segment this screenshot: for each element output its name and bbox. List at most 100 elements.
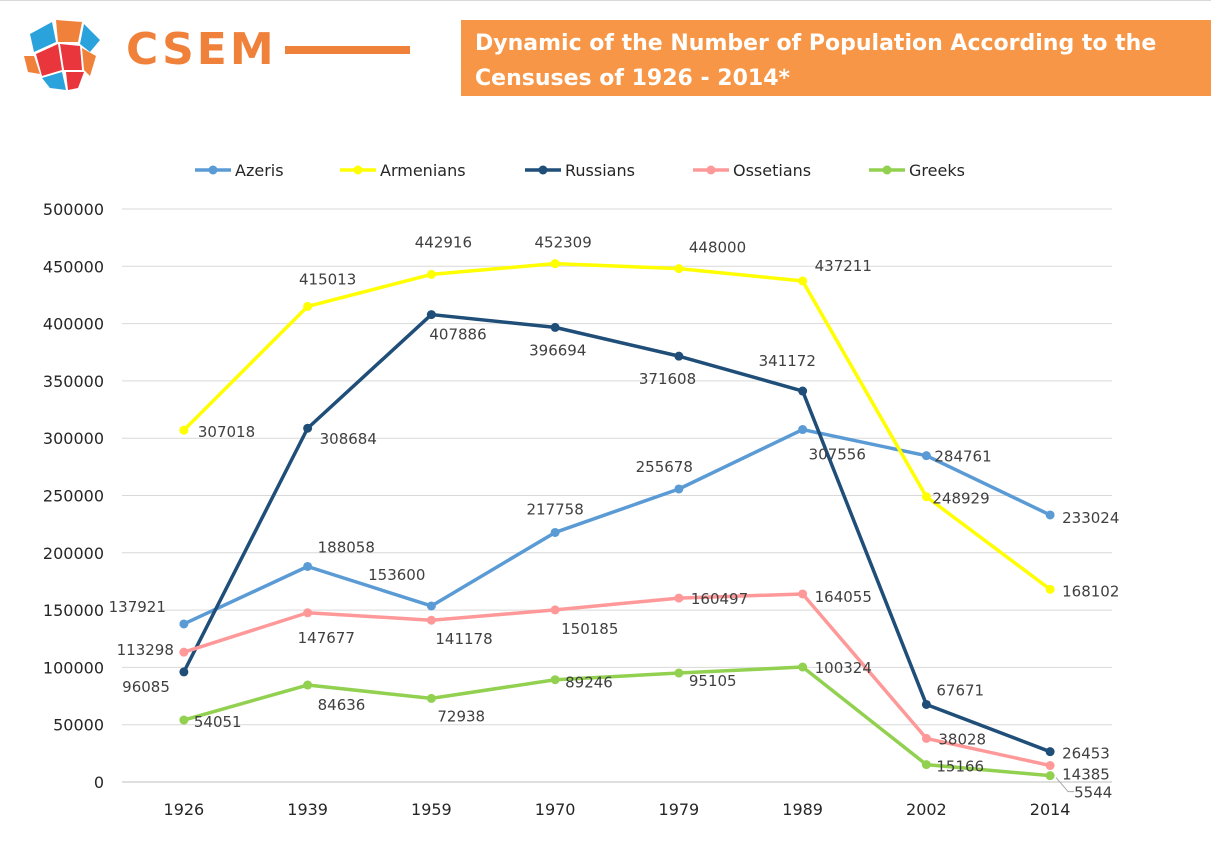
y-tick-label: 400000 [43,315,104,334]
data-label: 147677 [298,629,355,647]
data-point [1045,510,1055,520]
data-point [674,351,684,361]
data-label: 442916 [415,233,472,251]
data-label: 100324 [815,659,872,677]
data-label: 95105 [689,672,737,690]
y-tick-label: 300000 [43,429,104,448]
data-label: 452309 [534,234,591,252]
data-point [921,699,931,709]
x-tick-label: 2014 [1030,800,1071,819]
x-tick-label: 1989 [782,800,823,819]
data-label: 341172 [759,352,816,370]
data-label: 255678 [636,458,693,476]
data-point [674,264,684,274]
data-label: 15166 [936,758,984,776]
legend-label: Azeris [235,161,284,180]
data-point [426,269,436,279]
data-label: 26453 [1062,745,1110,763]
top-divider [0,0,1211,4]
data-point [798,425,808,435]
y-tick-label: 0 [94,773,104,792]
data-label: 150185 [561,620,618,638]
data-label: 141178 [435,630,492,648]
data-label: 407886 [429,326,486,344]
data-point [426,615,436,625]
series-line-azeris [183,427,1051,626]
data-label: 89246 [565,674,613,692]
csem-logo-icon [23,15,100,91]
data-point [1045,747,1055,757]
series-line-armenians [182,261,1052,591]
x-tick-label: 1970 [535,800,576,819]
data-point [1045,761,1055,771]
chart-title-line-1: Dynamic of the Number of Population Acco… [475,31,1157,56]
data-point [303,301,313,311]
brand-underline [285,46,410,54]
data-point [674,668,684,678]
data-label: 437211 [815,257,872,275]
data-point [798,276,808,286]
brand-name: CSEM [126,24,277,75]
data-point [921,451,931,461]
data-labels: 137921 188058 153600 217758 255678 307556 2847… [109,233,1120,801]
legend-label: Greeks [909,161,965,180]
data-point [426,601,436,611]
data-label: 188058 [318,538,375,556]
data-label: 233024 [1062,509,1119,527]
data-point [550,259,560,269]
data-point [426,693,436,703]
data-label: 113298 [117,641,174,659]
data-label: 5544 [1074,784,1112,802]
data-label: 448000 [689,239,746,257]
data-point [798,589,808,599]
data-label: 307018 [198,423,255,441]
data-label: 84636 [318,696,366,714]
data-label: 308684 [320,430,377,448]
data-point [303,608,313,618]
data-label: 396694 [529,341,586,359]
data-point [1045,584,1055,594]
y-tick-label: 50000 [53,716,104,735]
y-axis: 0 50000 100000 150000 200000 250000 300000 3500… [43,200,104,792]
data-point [550,605,560,615]
y-tick-label: 150000 [43,601,104,620]
x-tick-label: 1926 [164,800,205,819]
x-tick-label: 1959 [411,800,452,819]
data-point [179,647,189,657]
data-label: 67671 [936,681,984,699]
data-point [179,425,189,435]
x-axis: 1926 1939 1959 1970 1979 1989 2002 2014 [164,800,1071,819]
legend-marker [706,165,716,175]
data-point [550,322,560,332]
legend-marker [538,165,548,175]
leader-line [1055,777,1075,793]
data-label: 371608 [639,370,696,388]
data-label: 160497 [691,590,748,608]
chart-title-banner: Dynamic of the Number of Population Acco… [461,20,1211,96]
chart-title-line-2: Censuses of 1926 - 2014* [475,66,791,91]
data-point [921,492,931,502]
x-tick-label: 2002 [906,800,947,819]
legend-marker [882,165,892,175]
data-label: 248929 [932,490,989,508]
data-label: 153600 [368,566,425,584]
legend-label: Armenians [380,161,466,180]
series-lines [179,259,1055,781]
legend-label: Russians [565,161,635,180]
data-label: 14385 [1062,766,1110,784]
data-label: 168102 [1062,582,1119,600]
data-label: 217758 [526,500,583,518]
data-point [303,423,313,433]
x-tick-label: 1939 [287,800,328,819]
data-point [426,310,436,320]
data-label: 164055 [815,588,872,606]
y-tick-label: 200000 [43,544,104,563]
data-label: 38028 [938,730,986,748]
data-label: 415013 [299,270,356,288]
population-line-chart: 0 50000 100000 150000 200000 250000 300000 3500… [43,161,1120,819]
series-line-russians [182,312,1051,754]
legend-marker [353,165,363,175]
data-label: 307556 [809,446,866,464]
data-point [179,715,189,725]
data-point [303,561,313,571]
